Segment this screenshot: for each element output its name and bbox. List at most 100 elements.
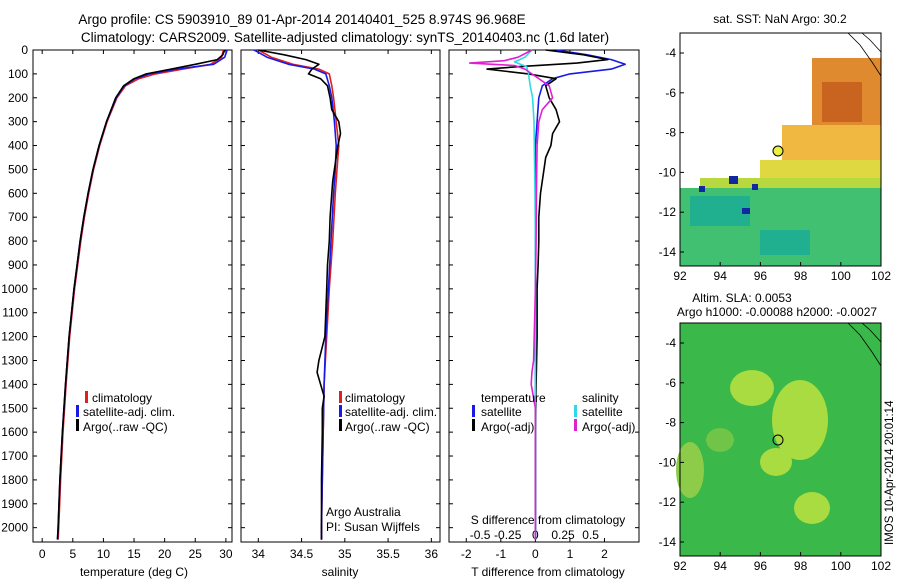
map-y-tick-label: -14 [659, 535, 677, 549]
map-y-tick-label: -12 [659, 495, 677, 509]
map-x-tick-label: 100 [831, 559, 851, 573]
series-line-satellite [253, 49, 338, 540]
legend-salinity-title: salinity [582, 391, 619, 405]
sla-argo-marker [772, 434, 784, 446]
depth-axis: 0 100 200 300 400 500 600 700 800 900 1000 1100 1200… [1, 43, 639, 535]
map-x-tick-label: 98 [794, 269, 808, 283]
difference-series [468, 49, 627, 540]
legend-argo-label: Argo(..raw -QC) [83, 420, 168, 434]
map-y-tick-label: -6 [665, 376, 676, 390]
depth-tick-label: 600 [8, 186, 28, 200]
salinity-legend: climatology satellite-adj. clim. Argo(..… [326, 391, 437, 534]
depth-tick-label: 400 [8, 139, 28, 153]
depth-tick-label: 1800 [1, 473, 28, 487]
x-tick-label: 36 [425, 547, 439, 561]
map-x-tick-label: 92 [673, 559, 687, 573]
x-tick-label: 1 [567, 547, 574, 561]
salinity-panel [240, 49, 441, 543]
depth-tick-label: 900 [8, 258, 28, 272]
map-x-tick-label: 102 [871, 559, 891, 573]
sst-cold-pixel [699, 186, 705, 192]
depth-tick-label: 1100 [2, 306, 28, 320]
legend-t-satellite-label: satellite [481, 405, 522, 419]
depth-tick-label: 2000 [1, 521, 28, 535]
x-tick-label: -2 [461, 547, 472, 561]
x-tick-label: 5 [69, 547, 76, 561]
legend-argo-swatch [76, 419, 79, 431]
top-tick-label: 0.25 [551, 528, 575, 542]
sst-map-axes: 92 94 96 98 100 102 -4 -6 -8 -10 -12 -14 [659, 46, 892, 283]
map-y-tick-label: -10 [659, 165, 677, 179]
legend-satellite-swatch [76, 405, 79, 417]
depth-tick-label: 300 [8, 115, 28, 129]
depth-tick-label: 1700 [1, 449, 28, 463]
legend-climatology-swatch [339, 391, 342, 403]
title-line1: Argo profile: CS 5903910_89 01-Apr-2014 … [78, 12, 525, 27]
sla-title-line2: Argo h1000: -0.00088 h2000: -0.0027 [677, 305, 877, 319]
sst-teal-patch [760, 230, 810, 255]
series-line-satellite [56, 49, 228, 540]
sst-cold-pixel [729, 176, 738, 184]
depth-tick-label: 100 [8, 67, 28, 81]
sst-map-title: sat. SST: NaN Argo: 30.2 [713, 12, 847, 26]
temperature-panel [32, 49, 233, 543]
legend-satellite-swatch [339, 405, 342, 417]
annotation-line1: Argo Australia [326, 505, 401, 519]
map-x-tick-label: 96 [754, 269, 768, 283]
sst-cold-pixel [742, 208, 750, 214]
series-line-s-satellite [513, 49, 537, 540]
x-tick-label: 34 [252, 547, 266, 561]
sla-map [676, 322, 882, 557]
difference-legend: temperature satellite Argo(-adj) salinit… [472, 391, 635, 434]
x-tick-label: 0 [39, 547, 46, 561]
top-tick-label: 0.5 [582, 528, 599, 542]
depth-tick-label: 0 [21, 43, 28, 57]
temperature-xlabel: temperature (deg C) [80, 565, 188, 579]
series-line-climatology [57, 49, 225, 540]
sla-highlight-blob [772, 380, 828, 460]
depth-tick-label: 1000 [1, 282, 28, 296]
depth-tick-label: 1500 [1, 401, 28, 415]
legend-satellite-label: satellite-adj. clim. [345, 405, 437, 419]
top-tick-label: -0.25 [494, 528, 522, 542]
x-tick-label: 30 [219, 547, 233, 561]
map-y-tick-label: -8 [665, 126, 676, 140]
legend-argo-swatch [339, 419, 342, 431]
map-y-tick-label: -8 [665, 416, 676, 430]
temperature-x-axis: 0 5 10 15 20 25 30 [39, 50, 233, 561]
sla-map-axes: 92 94 96 98 100 102 -4 -6 -8 -10 -12 -14 [659, 336, 892, 573]
salinity-x-axis: 34 34.5 35 35.5 36 [252, 50, 439, 561]
depth-tick-label: 800 [8, 234, 28, 248]
map-x-tick-label: 96 [754, 559, 768, 573]
x-tick-label: 2 [601, 547, 608, 561]
x-tick-label: 10 [97, 547, 111, 561]
salinity-xlabel: salinity [322, 565, 359, 579]
map-x-tick-label: 92 [673, 269, 687, 283]
sla-highlight-blob [760, 448, 792, 476]
x-tick-label: 34.5 [290, 547, 314, 561]
temperature-series [56, 49, 228, 540]
sla-coastline [847, 322, 882, 367]
difference-top-label: S difference from climatology [471, 513, 626, 527]
legend-satellite-label: satellite-adj. clim. [83, 405, 175, 419]
x-tick-label: 25 [189, 547, 203, 561]
map-y-tick-label: -4 [665, 336, 676, 350]
legend-t-argo-swatch [472, 419, 475, 431]
series-line-t-argo [486, 49, 609, 540]
watermark: IMOS 10-Apr-2014 20:01:14 [884, 400, 896, 545]
depth-tick-label: 700 [8, 210, 28, 224]
title-line2: Climatology: CARS2009. Satellite-adjuste… [81, 30, 609, 45]
legend-climatology-swatch [85, 391, 88, 403]
x-tick-label: 35 [338, 547, 352, 561]
sla-highlight-blob [730, 370, 774, 406]
map-x-tick-label: 94 [714, 269, 728, 283]
legend-temperature-title: temperature [481, 391, 546, 405]
legend-s-argo-swatch [574, 419, 577, 431]
map-x-tick-label: 94 [714, 559, 728, 573]
sst-argo-marker [772, 145, 784, 157]
sst-map [679, 32, 882, 267]
top-tick-label: -0.5 [470, 528, 491, 542]
legend-s-satellite-label: satellite [582, 405, 623, 419]
map-y-tick-label: -6 [665, 86, 676, 100]
